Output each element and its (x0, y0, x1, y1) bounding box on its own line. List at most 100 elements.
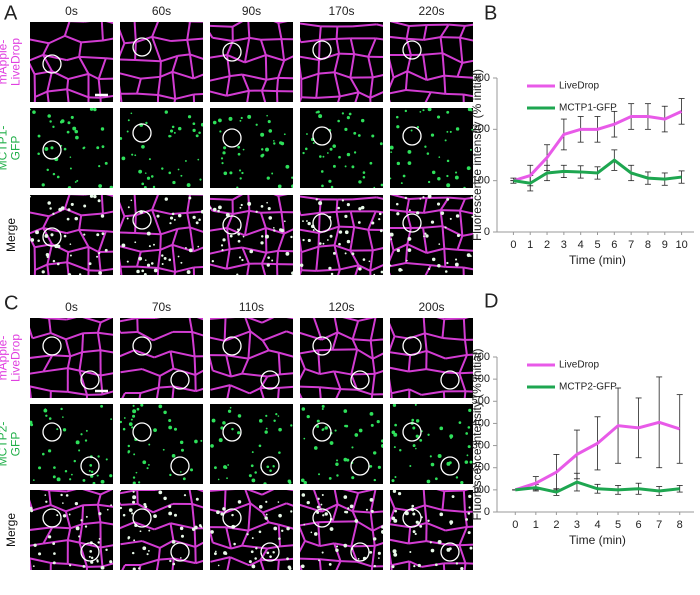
puncta (254, 557, 257, 560)
puncta (93, 482, 96, 485)
membrane (261, 212, 282, 213)
membrane (156, 314, 176, 318)
puncta (180, 175, 182, 177)
puncta (129, 508, 133, 512)
membrane (316, 96, 340, 97)
membrane (159, 386, 174, 387)
puncta (165, 110, 168, 113)
membrane (441, 37, 460, 38)
membrane (295, 23, 300, 43)
membrane (444, 76, 445, 94)
puncta (347, 153, 350, 156)
puncta (457, 234, 460, 237)
puncta (38, 135, 41, 138)
puncta (172, 181, 175, 184)
puncta (149, 245, 151, 247)
puncta (168, 419, 171, 422)
puncta (411, 505, 414, 508)
puncta (369, 260, 371, 262)
puncta (30, 238, 34, 242)
membrane (449, 198, 465, 199)
puncta (363, 258, 366, 261)
puncta (105, 549, 107, 551)
puncta (288, 481, 291, 484)
puncta (229, 171, 232, 174)
puncta (198, 219, 201, 222)
puncta (396, 212, 399, 215)
puncta (273, 229, 275, 231)
membrane (206, 528, 210, 539)
puncta (259, 419, 263, 423)
puncta (170, 216, 173, 219)
membrane (50, 284, 70, 285)
puncta (50, 146, 53, 149)
puncta (193, 122, 196, 125)
puncta (120, 421, 122, 423)
puncta (162, 263, 164, 265)
puncta (430, 541, 432, 543)
puncta (332, 144, 336, 148)
puncta (311, 532, 313, 534)
puncta (302, 407, 306, 411)
x-tick-label: 4 (578, 239, 584, 251)
puncta (222, 151, 225, 154)
membrane (225, 577, 243, 583)
puncta (137, 408, 140, 411)
puncta (83, 205, 86, 208)
puncta (266, 465, 269, 468)
membrane (266, 577, 277, 584)
puncta (370, 412, 374, 416)
micrograph-bg (390, 318, 473, 398)
puncta (251, 550, 254, 553)
x-tick-label: 7 (656, 519, 662, 531)
puncta (291, 184, 295, 188)
puncta (217, 210, 220, 213)
micrograph (210, 404, 293, 486)
micrograph (300, 404, 385, 484)
membrane (297, 227, 298, 251)
puncta (89, 262, 92, 265)
puncta (446, 111, 449, 114)
micrograph-bg (120, 108, 203, 188)
x-tick-label: 6 (636, 519, 642, 531)
puncta (405, 110, 407, 112)
membrane (67, 79, 68, 89)
puncta (427, 480, 431, 484)
puncta (214, 466, 217, 469)
membrane (79, 57, 106, 58)
puncta (330, 235, 333, 238)
puncta (303, 524, 305, 526)
puncta (318, 114, 322, 118)
puncta (238, 414, 242, 418)
membrane (206, 356, 210, 367)
puncta (337, 207, 340, 210)
puncta (243, 149, 245, 151)
membrane (51, 578, 67, 579)
puncta (48, 535, 51, 538)
puncta (213, 121, 217, 125)
puncta (223, 551, 227, 555)
puncta (358, 207, 361, 210)
puncta (435, 563, 438, 566)
puncta (438, 156, 440, 158)
membrane (122, 281, 137, 286)
puncta (170, 129, 173, 132)
puncta (163, 497, 166, 500)
puncta (187, 270, 191, 274)
puncta (86, 430, 88, 432)
puncta (168, 512, 172, 516)
puncta (413, 444, 416, 447)
puncta (145, 122, 147, 124)
puncta (71, 474, 73, 476)
puncta (284, 220, 286, 222)
puncta (127, 218, 129, 220)
y-tick-label: 0 (484, 226, 490, 238)
membrane (385, 313, 412, 316)
puncta (230, 407, 232, 409)
micrograph (120, 404, 203, 485)
membrane (195, 356, 196, 375)
puncta (198, 132, 201, 135)
puncta (291, 177, 293, 179)
puncta (317, 498, 319, 500)
membrane (478, 251, 483, 270)
